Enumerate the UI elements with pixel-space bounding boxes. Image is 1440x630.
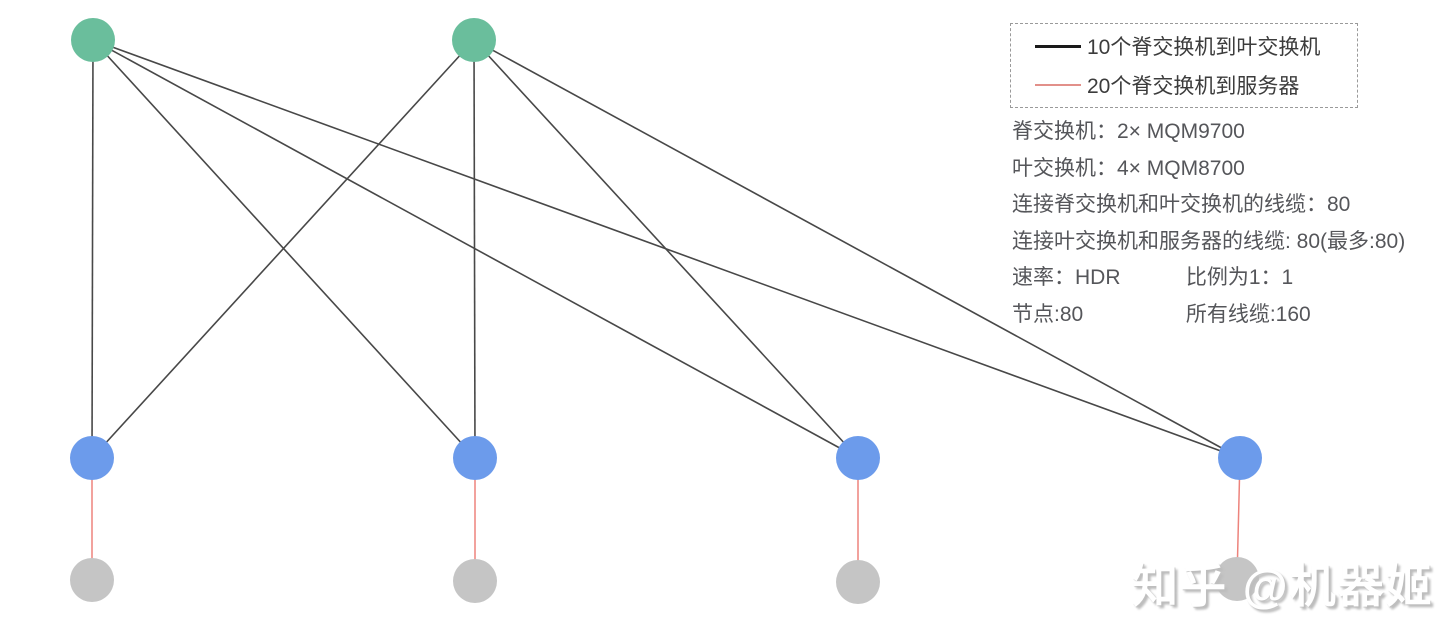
leaf-switch-node xyxy=(1218,436,1262,480)
legend-label: 20个脊交换机到服务器 xyxy=(1087,75,1300,98)
spec-row-rate-ratio: 速率：HDR 比例为1：1 xyxy=(1012,260,1405,297)
black-line-swatch xyxy=(1035,44,1081,48)
spec-text: 脊交换机：2× MQM9700 xyxy=(1012,120,1245,143)
legend-item-leaf-server: 20个脊交换机到服务器 xyxy=(1035,70,1357,100)
spec-row-spine-leaf-cables: 连接脊交换机和叶交换机的线缆：80 xyxy=(1012,187,1405,224)
spine-leaf-link xyxy=(473,39,1241,459)
spine-leaf-link xyxy=(473,39,859,459)
spec-text-nodes: 节点:80 xyxy=(1012,302,1084,326)
spine-leaf-link xyxy=(473,39,476,459)
legend-label: 10个脊交换机到叶交换机 xyxy=(1087,36,1321,59)
spine-leaf-link xyxy=(92,39,859,459)
legend: 10个脊交换机到叶交换机 20个脊交换机到服务器 xyxy=(1010,23,1358,108)
leaf-switch-node xyxy=(836,436,880,480)
spine-switch-node xyxy=(452,18,496,62)
spine-leaf-link xyxy=(91,39,475,459)
spec-text: 连接叶交换机和服务器的线缆: 80(最多:80) xyxy=(1012,229,1406,253)
spec-text-block: 脊交换机：2× MQM9700 叶交换机：4× MQM8700 连接脊交换机和叶… xyxy=(1012,114,1405,333)
spec-text: 叶交换机：4× MQM8700 xyxy=(1012,156,1245,180)
red-line-swatch xyxy=(1035,84,1081,86)
spec-text-total-cables: 所有线缆:160 xyxy=(1185,302,1311,326)
spec-row-leaf-server-cables: 连接叶交换机和服务器的线缆: 80(最多:80) xyxy=(1012,224,1405,261)
spec-text-ratio: 比例为1：1 xyxy=(1185,266,1294,289)
server-node xyxy=(70,558,114,602)
server-node xyxy=(836,560,880,604)
zhihu-watermark: 知乎 @机器姬 xyxy=(1132,560,1434,612)
node-layer xyxy=(70,18,1262,604)
spec-text: 连接脊交换机和叶交换机的线缆：80 xyxy=(1012,193,1351,216)
leaf-switch-node xyxy=(453,436,497,480)
spec-row-leaf-switch: 叶交换机：4× MQM8700 xyxy=(1012,151,1405,188)
legend-item-spine-leaf: 10个脊交换机到叶交换机 xyxy=(1035,31,1357,61)
spine-leaf-link xyxy=(91,39,94,459)
spec-row-nodes-cables: 节点:80 所有线缆:160 xyxy=(1012,297,1405,334)
spine-switch-node xyxy=(71,18,115,62)
server-node xyxy=(1215,557,1259,601)
spec-text-rate: 速率：HDR xyxy=(1012,266,1121,289)
leaf-switch-node xyxy=(70,436,114,480)
server-node xyxy=(453,559,497,603)
spec-row-spine-switch: 脊交换机：2× MQM9700 xyxy=(1012,114,1405,151)
